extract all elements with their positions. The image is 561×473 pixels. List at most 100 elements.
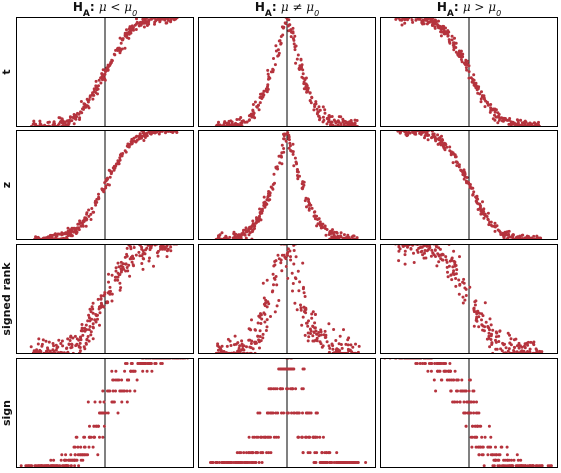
data-point xyxy=(265,435,269,439)
data-point xyxy=(57,338,61,342)
data-point xyxy=(52,349,56,353)
data-point xyxy=(129,247,133,251)
data-point xyxy=(283,132,287,136)
data-point xyxy=(321,105,325,109)
data-point xyxy=(120,389,124,393)
data-point xyxy=(307,335,311,339)
points xyxy=(396,130,543,240)
data-point xyxy=(260,209,264,213)
data-point xyxy=(237,346,241,350)
data-point xyxy=(403,21,407,25)
data-point xyxy=(452,48,456,52)
data-point xyxy=(526,340,530,344)
data-point xyxy=(339,122,343,126)
data-point xyxy=(494,338,497,342)
data-point xyxy=(125,266,129,269)
data-point xyxy=(333,120,337,123)
data-point xyxy=(258,211,262,214)
data-point xyxy=(310,316,314,320)
data-point xyxy=(483,97,486,101)
data-point xyxy=(104,411,108,415)
data-point xyxy=(483,435,487,439)
data-point xyxy=(232,343,236,347)
data-point xyxy=(89,333,93,337)
data-point xyxy=(458,400,462,404)
data-point xyxy=(487,424,491,428)
data-point xyxy=(135,378,139,382)
data-point xyxy=(470,424,474,428)
data-point xyxy=(332,328,336,331)
data-point xyxy=(520,349,524,353)
data-point xyxy=(280,143,284,147)
data-point xyxy=(214,461,218,464)
data-point xyxy=(303,199,307,203)
data-point xyxy=(255,435,259,439)
data-point xyxy=(258,335,262,338)
data-point xyxy=(103,291,107,294)
data-point xyxy=(456,52,460,56)
data-point xyxy=(335,231,339,235)
data-point xyxy=(138,254,142,258)
data-point xyxy=(346,343,350,347)
data-point xyxy=(312,331,316,334)
data-point xyxy=(256,334,260,338)
data-point xyxy=(120,154,124,158)
data-point xyxy=(235,118,239,121)
data-point xyxy=(465,68,469,72)
data-point xyxy=(338,334,342,338)
data-point xyxy=(479,204,482,208)
data-point xyxy=(285,252,289,256)
data-point xyxy=(135,17,138,21)
data-point xyxy=(291,289,294,293)
data-point xyxy=(332,233,336,237)
data-point xyxy=(81,458,85,462)
data-point xyxy=(460,378,464,382)
data-point xyxy=(140,247,144,251)
data-point xyxy=(433,362,437,365)
data-point xyxy=(353,121,357,125)
panel-sign-col1 xyxy=(16,358,194,468)
data-point xyxy=(243,233,247,237)
data-point xyxy=(325,340,329,344)
data-point xyxy=(110,273,114,277)
data-point xyxy=(138,132,142,136)
data-point xyxy=(306,339,310,343)
data-point xyxy=(102,411,105,415)
data-point xyxy=(354,342,357,346)
data-point xyxy=(455,160,459,164)
panel-z-col3 xyxy=(380,130,558,240)
data-point xyxy=(257,216,261,220)
data-point xyxy=(101,389,105,393)
data-point xyxy=(286,131,290,135)
data-point xyxy=(403,249,407,253)
data-point xyxy=(73,453,77,457)
data-point xyxy=(432,378,436,382)
data-point xyxy=(125,389,129,393)
data-point xyxy=(288,141,292,145)
data-point xyxy=(473,300,477,304)
data-point xyxy=(451,43,455,47)
data-point xyxy=(444,255,448,259)
data-point xyxy=(83,435,87,439)
data-point xyxy=(225,344,229,348)
data-point xyxy=(464,424,468,428)
data-point xyxy=(61,344,65,348)
data-point xyxy=(114,389,117,393)
data-point xyxy=(93,201,97,205)
data-point xyxy=(496,464,500,468)
data-point xyxy=(119,286,123,290)
data-point xyxy=(489,323,493,327)
data-point xyxy=(87,313,91,317)
data-point xyxy=(509,458,513,462)
data-point xyxy=(91,97,95,101)
panel-signed-rank-col3 xyxy=(380,244,558,354)
data-point xyxy=(315,332,319,336)
data-point xyxy=(289,258,293,262)
data-point xyxy=(444,30,447,34)
data-point xyxy=(478,445,482,449)
data-point xyxy=(493,453,497,457)
data-point xyxy=(272,387,275,391)
data-point xyxy=(98,400,102,404)
data-point xyxy=(297,411,301,415)
data-point xyxy=(88,325,92,328)
